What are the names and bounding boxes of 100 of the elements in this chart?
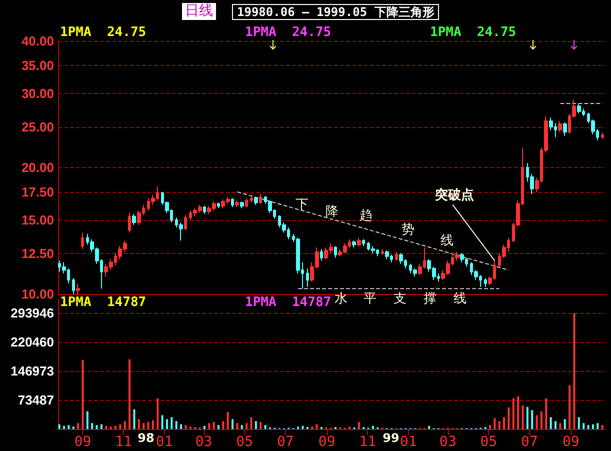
x-tick-label: 03 — [439, 434, 456, 450]
bar — [503, 417, 506, 429]
candlestick — [72, 278, 75, 294]
bar — [536, 415, 538, 429]
bar — [119, 424, 122, 429]
bar — [91, 423, 94, 429]
bar — [550, 417, 552, 429]
bar — [564, 419, 566, 429]
annotation: 撑 — [424, 292, 436, 306]
bar — [522, 405, 524, 429]
candlestick — [217, 202, 220, 209]
y-tick-label: 20.00 — [21, 160, 54, 175]
bar — [578, 417, 580, 429]
annotation: 突破点 — [434, 187, 474, 204]
candlestick — [132, 214, 136, 226]
bar — [58, 424, 60, 429]
candlestick — [455, 251, 459, 262]
bar — [208, 423, 210, 429]
text: 99 — [382, 431, 400, 445]
annotation: 势 — [402, 222, 414, 238]
bar — [96, 425, 98, 429]
candlestick — [81, 232, 84, 250]
bar — [86, 411, 88, 429]
y-tick-label: 35.00 — [21, 58, 54, 73]
bar — [498, 421, 500, 429]
candlestick — [399, 252, 403, 264]
y-tick-label: 73487 — [18, 392, 54, 408]
bar — [254, 421, 257, 429]
x-tick-label: 01 — [156, 434, 173, 450]
bar — [232, 419, 234, 429]
bar — [128, 359, 131, 429]
bar — [82, 360, 84, 429]
x-tick-label: 09 — [562, 434, 580, 450]
bar — [142, 423, 145, 429]
candlestick — [362, 238, 365, 247]
bar — [124, 421, 126, 429]
annotation: 支 — [394, 292, 406, 306]
y-tick-label: 220460 — [10, 334, 54, 350]
candlestick — [179, 222, 183, 242]
candlestick — [128, 212, 131, 234]
candlestick — [558, 120, 562, 132]
bar — [212, 422, 215, 429]
bar — [587, 425, 590, 429]
bar — [428, 426, 430, 429]
candlestick — [577, 104, 581, 114]
annotation: 平 — [364, 292, 376, 306]
bar — [372, 426, 374, 429]
candlestick — [250, 196, 253, 204]
bar — [226, 412, 229, 429]
candlestick — [460, 252, 464, 263]
bar — [133, 409, 136, 429]
bar — [236, 423, 238, 429]
candlestick — [601, 132, 604, 140]
bar — [217, 425, 220, 429]
bar — [601, 425, 604, 429]
y-tick-label: 10.00 — [21, 286, 54, 302]
x-tick-label: 07 — [276, 434, 294, 450]
annotation: 水 — [334, 292, 348, 306]
candlestick — [184, 214, 187, 231]
annotation: 线 — [454, 292, 466, 306]
candlestick — [385, 250, 389, 260]
bar — [68, 425, 70, 429]
bar — [531, 410, 534, 429]
x-tick-label: 03 — [195, 434, 212, 450]
bar — [260, 422, 262, 429]
y-tick-label: 146973 — [10, 364, 54, 379]
annotation: 降 — [326, 204, 338, 220]
x-tick-label: 11 — [115, 434, 132, 450]
bar — [175, 421, 178, 429]
candlestick — [563, 122, 567, 136]
x-tick-label: 07 — [521, 434, 538, 450]
candlestick — [381, 248, 384, 256]
candlestick — [259, 193, 262, 204]
bar — [156, 398, 159, 429]
candlestick — [231, 198, 234, 208]
y-tick-label: 40.00 — [21, 34, 54, 48]
candlestick — [320, 248, 323, 262]
bar — [573, 313, 576, 429]
annotation: 下 — [296, 198, 308, 212]
bar — [240, 425, 243, 429]
bar — [559, 423, 562, 429]
text: 1PMA 24.75 — [430, 25, 516, 40]
bar — [494, 418, 496, 429]
candlestick — [306, 268, 309, 288]
x-tick-label: 11 — [359, 434, 376, 450]
bar — [222, 421, 224, 429]
y-tick-label: 17.50 — [21, 184, 54, 200]
bar — [147, 422, 150, 429]
candlestick — [76, 282, 80, 294]
bar — [100, 424, 102, 429]
bar — [526, 406, 528, 429]
annotation: 1PMA 14787 — [60, 295, 146, 310]
candlestick — [203, 205, 206, 215]
candlestick — [235, 200, 239, 208]
bar — [316, 424, 318, 429]
bar — [166, 419, 168, 429]
bar — [170, 417, 173, 429]
y-tick-label: 25.00 — [21, 119, 54, 134]
chart-title: 19980.06 — 1999.05 下降三角形 — [232, 4, 440, 20]
text: 1PMA 24.75 — [60, 25, 146, 40]
